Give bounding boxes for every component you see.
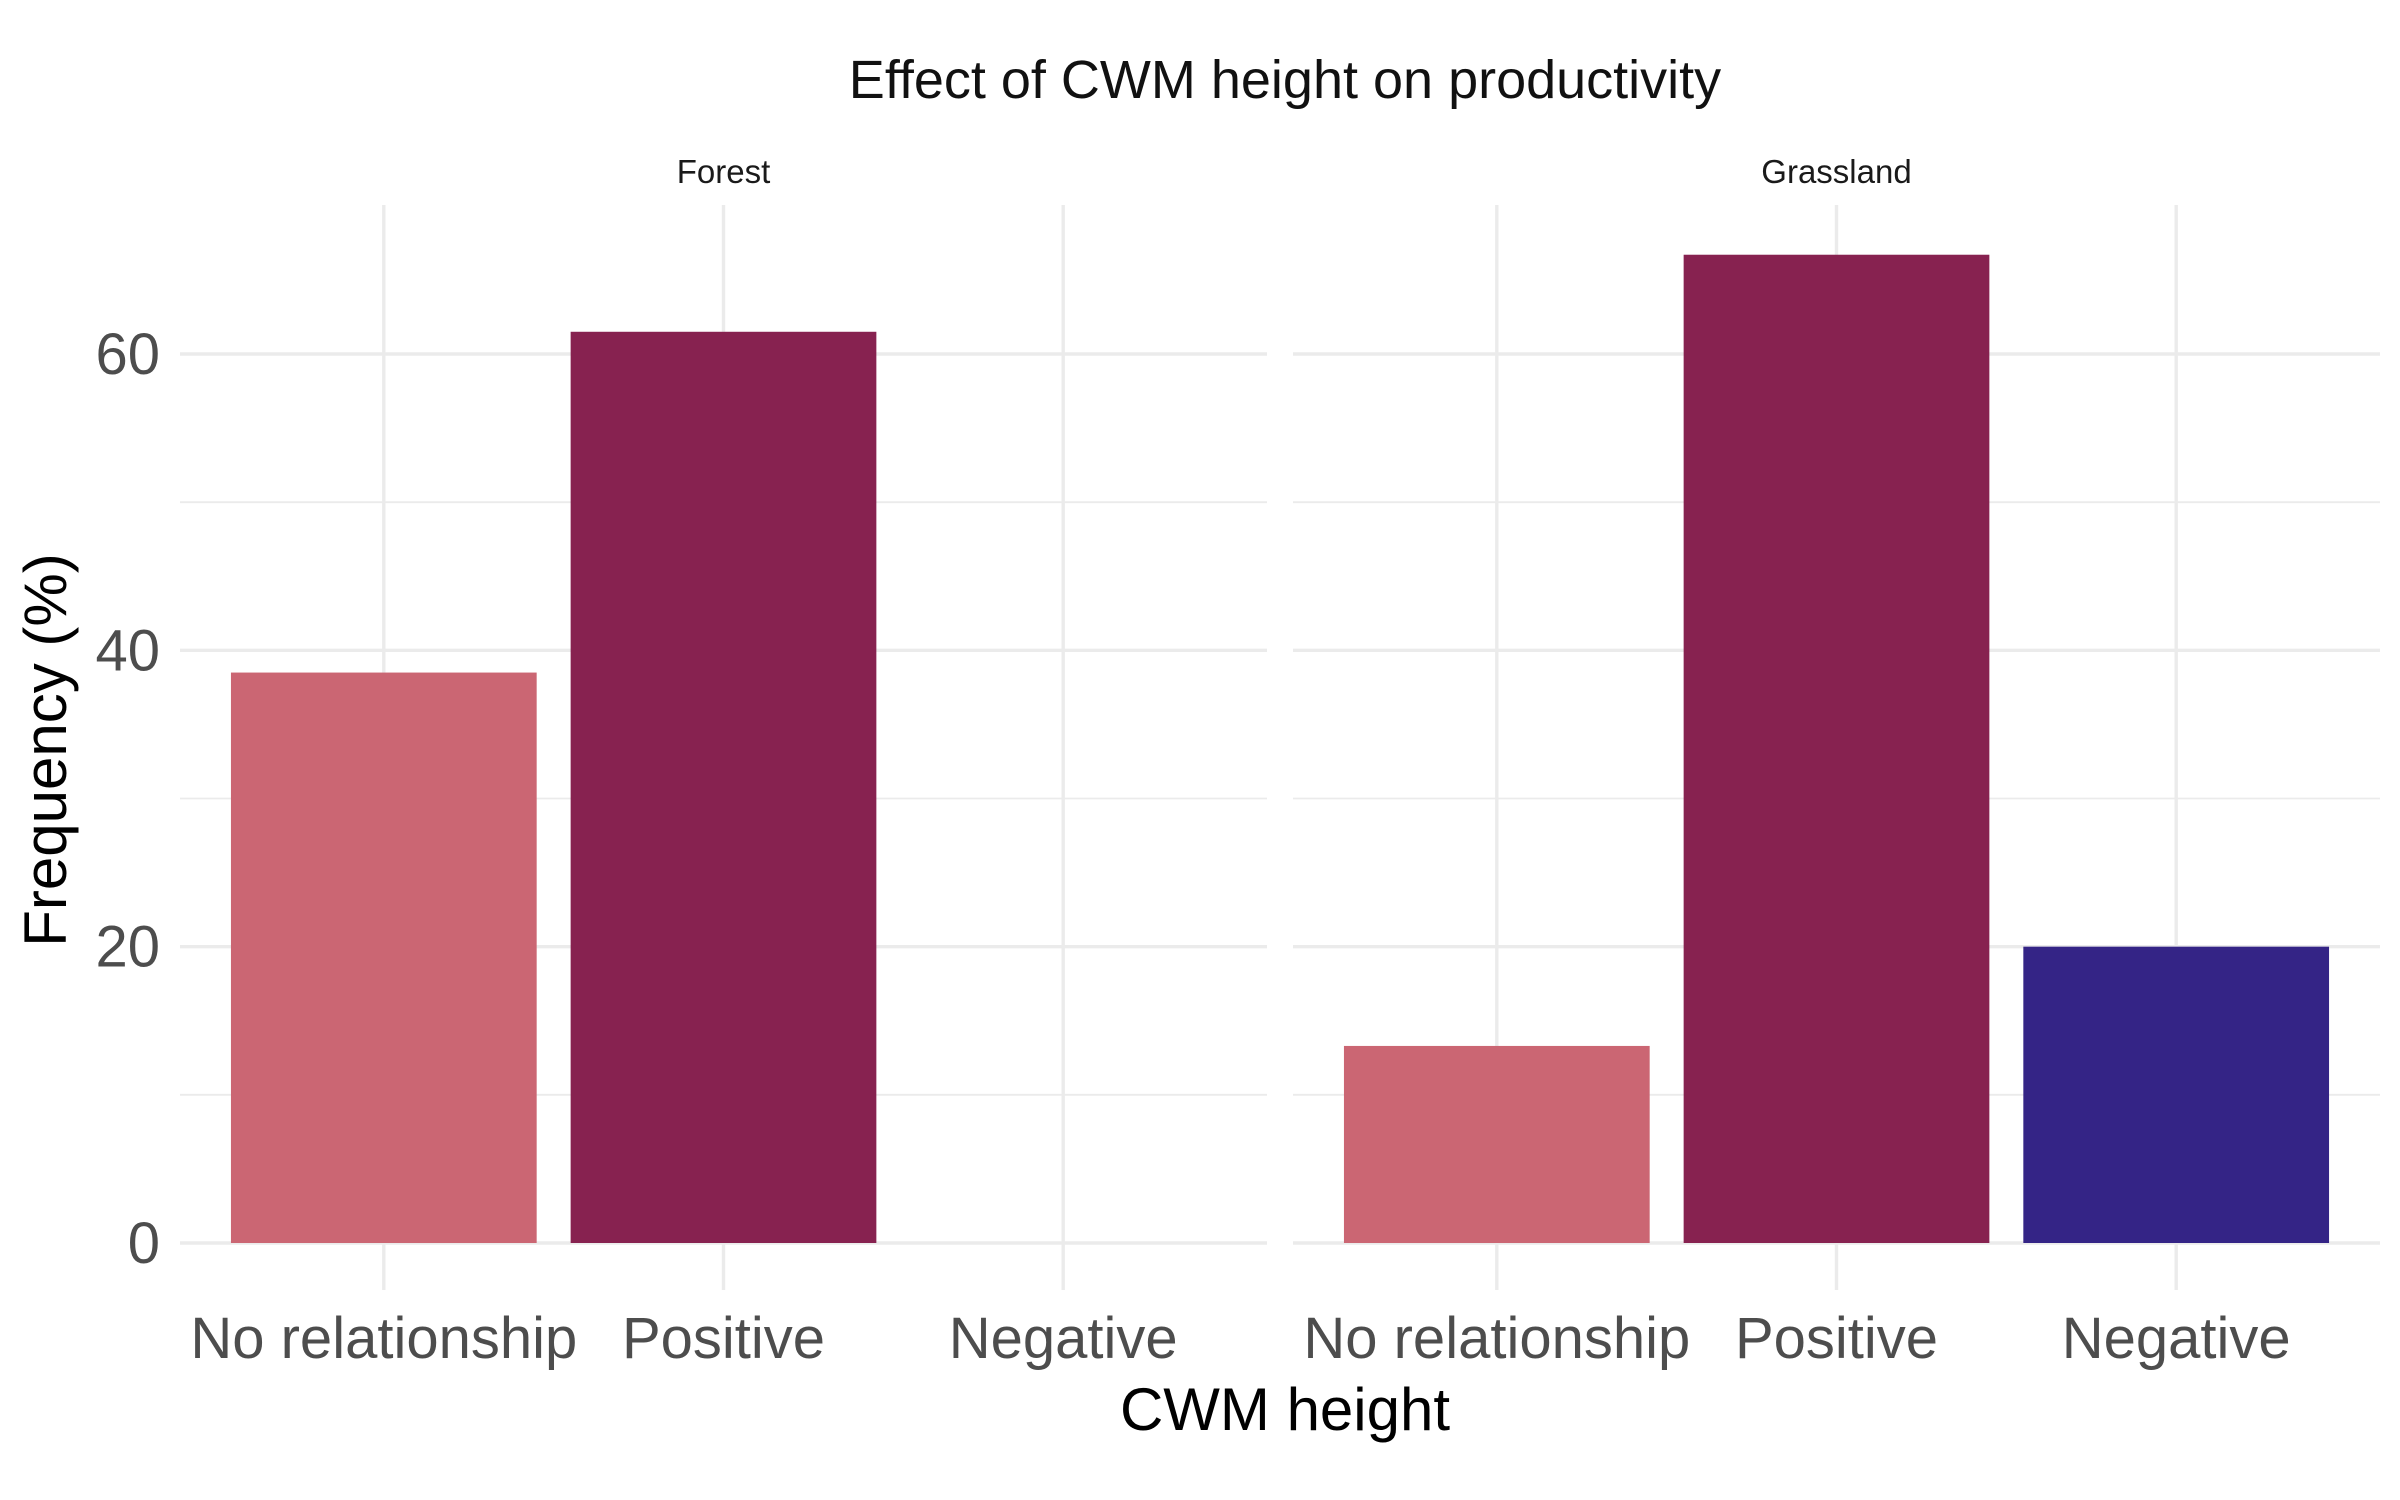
x-tick-label: Negative — [949, 1306, 1178, 1371]
y-tick-label: 40 — [95, 618, 160, 683]
x-tick-label: Positive — [622, 1306, 825, 1371]
x-axis-label: CWM height — [1120, 1376, 1450, 1443]
x-tick-label: No relationship — [1303, 1306, 1690, 1371]
x-tick-label: No relationship — [190, 1306, 577, 1371]
bar-grassland-positive — [1683, 254, 1990, 1243]
facet-label-grassland: Grassland — [1761, 153, 1911, 190]
x-tick-label: Positive — [1735, 1306, 1938, 1371]
y-tick-label: 0 — [128, 1211, 160, 1276]
y-axis-label: Frequency (%) — [12, 553, 79, 946]
bar-forest-positive — [570, 331, 877, 1243]
y-tick-label: 60 — [95, 322, 160, 387]
facet-panel-grassland: Grassland No relationship Positive Negative — [1293, 153, 2380, 1371]
x-tick-label: Negative — [2062, 1306, 2291, 1371]
facet-panel-forest: Forest No relationship Positive Negative — [180, 153, 1267, 1371]
bar-forest-no-relationship — [230, 672, 537, 1243]
chart-title: Effect of CWM height on productivity — [849, 50, 1721, 110]
bar-grassland-negative — [2023, 946, 2330, 1243]
y-tick-label: 20 — [95, 915, 160, 980]
facet-label-forest: Forest — [677, 153, 771, 190]
bar-grassland-no-relationship — [1343, 1045, 1650, 1243]
